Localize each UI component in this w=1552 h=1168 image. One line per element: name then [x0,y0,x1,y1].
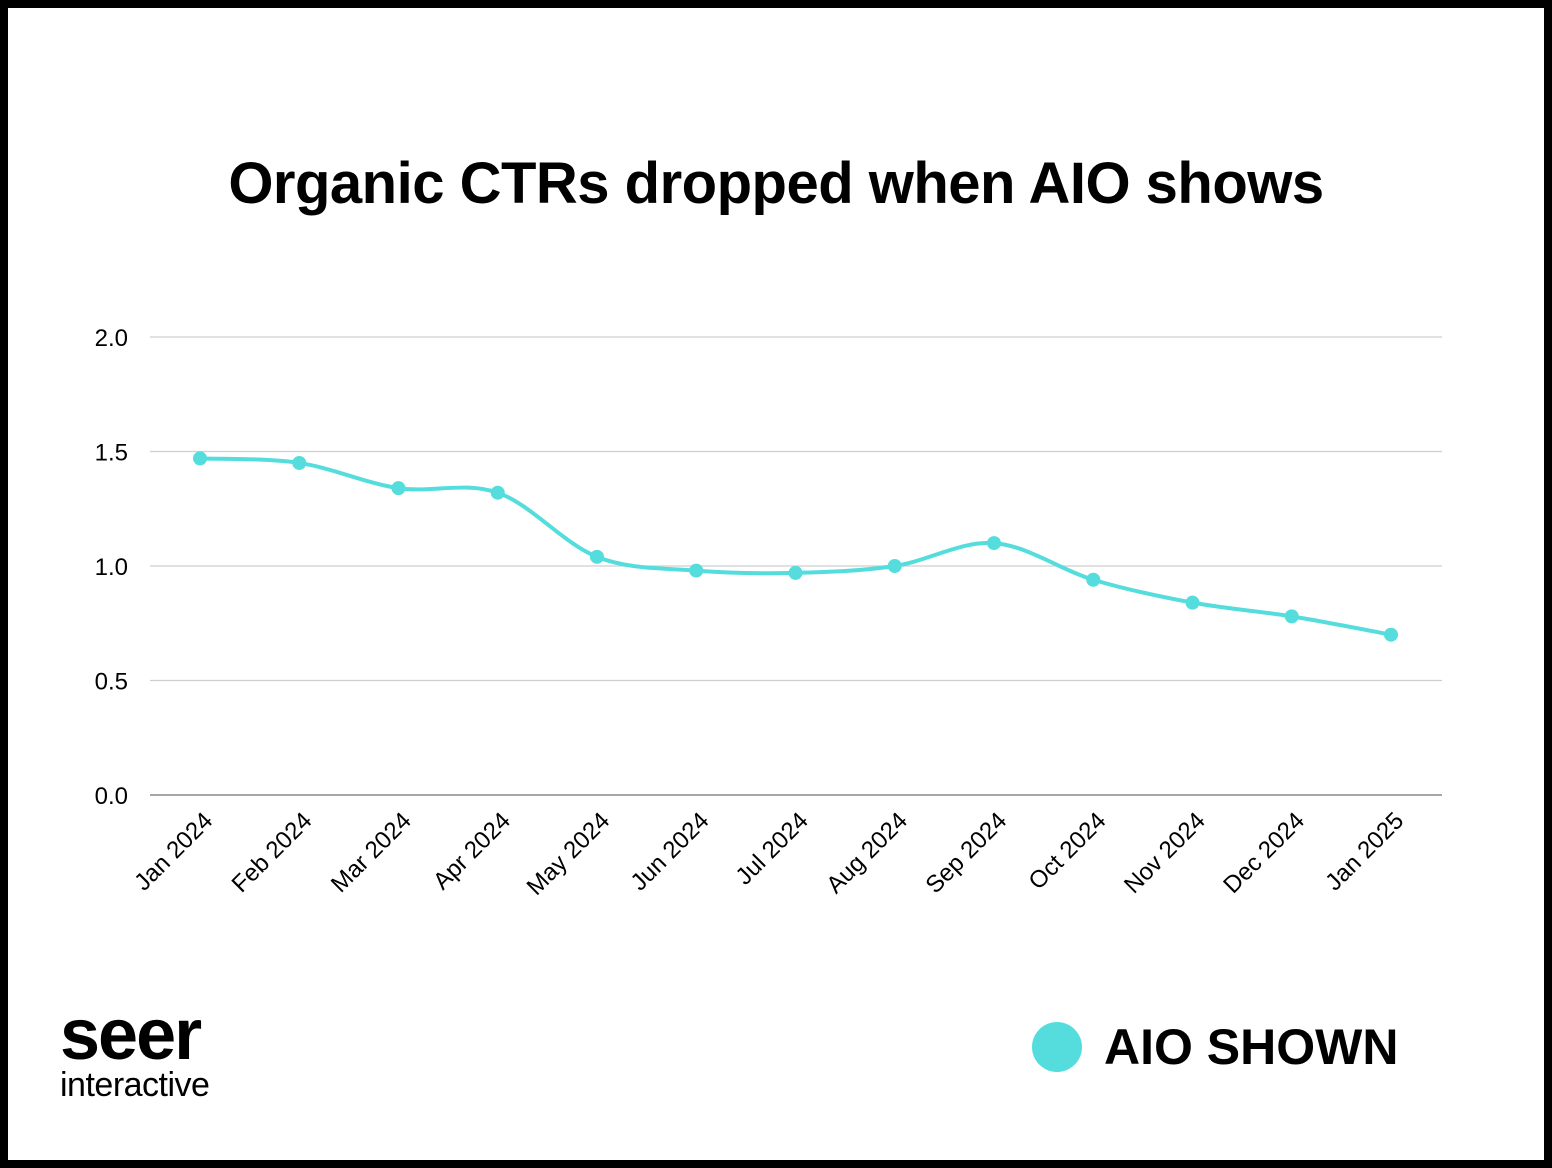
x-tick-label: Jun 2024 [626,807,715,896]
y-tick-label: 0.0 [95,783,128,810]
legend: AIO SHOWN [1032,1018,1398,1076]
x-tick-label: Aug 2024 [821,807,913,899]
x-tick-label: Mar 2024 [326,807,417,898]
legend-marker [1032,1022,1082,1072]
x-tick-label: Dec 2024 [1218,807,1310,899]
seer-interactive-logo: seer interactive [60,995,210,1104]
data-point [590,549,604,564]
y-tick-label: 0.5 [95,669,128,696]
data-point [490,485,505,500]
data-point [292,455,307,470]
series-line [199,456,1392,637]
data-point [391,481,406,496]
x-tick-label: Jan 2024 [129,807,218,896]
x-tick-label: Apr 2024 [428,807,516,895]
data-point [788,565,803,580]
chart-frame [8,8,1544,1160]
x-tick-label: Oct 2024 [1024,807,1112,895]
data-point [887,559,902,573]
data-point [689,563,704,578]
x-tick-label: Jul 2024 [730,807,813,890]
x-tick-label: May 2024 [522,807,616,901]
data-point [987,536,1001,551]
chart-title: Organic CTRs dropped when AIO shows [228,151,1324,216]
data-point [1086,572,1101,587]
x-tick-label: Feb 2024 [227,807,318,898]
x-tick-label: Sep 2024 [920,807,1012,899]
y-tick-label: 1.0 [95,554,128,581]
data-point [1384,627,1398,642]
data-point [1284,609,1299,624]
data-point [1185,595,1200,610]
legend-label: AIO SHOWN [1104,1019,1399,1075]
x-tick-label: Jan 2025 [1320,807,1409,896]
logo-line2: interactive [60,1066,210,1104]
y-tick-label: 1.5 [95,440,128,467]
logo-line1: seer [60,995,202,1075]
data-point [193,451,207,466]
x-tick-label: Nov 2024 [1119,807,1211,899]
y-tick-label: 2.0 [95,325,128,352]
